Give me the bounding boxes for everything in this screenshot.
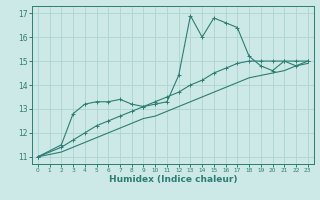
X-axis label: Humidex (Indice chaleur): Humidex (Indice chaleur)	[108, 175, 237, 184]
